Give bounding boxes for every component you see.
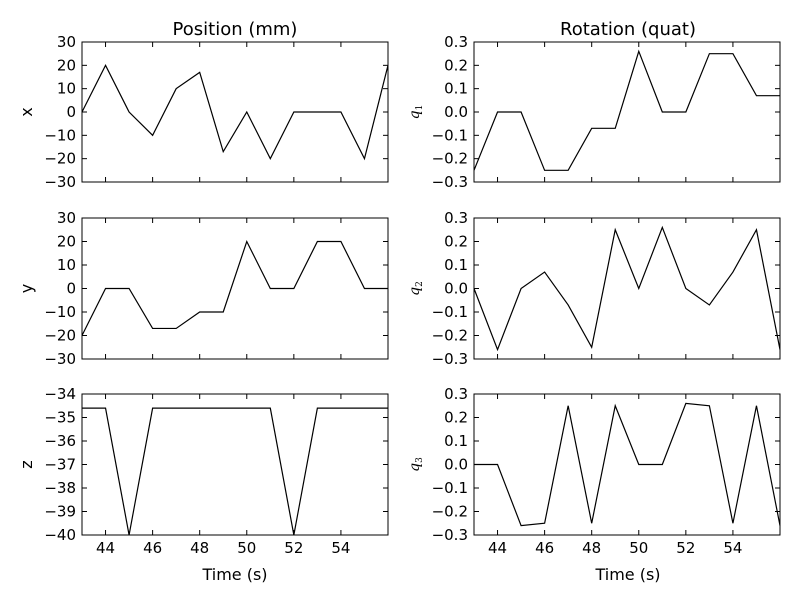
subplot-1: −0.3 −0.2 −0.1 0.0 0.1 0.2 0.3 q1 (407, 33, 781, 191)
y-tick-label: −37 (44, 456, 76, 474)
y-tick-label: 30 (57, 209, 76, 227)
y-tick-label: 0.3 (444, 209, 468, 227)
y-axis-label: y (17, 284, 36, 293)
x-tick-label: 52 (676, 539, 695, 557)
series-line (82, 407, 388, 536)
y-axis-label: x (17, 107, 36, 116)
x-tick-label: 48 (190, 539, 209, 557)
x-tick-label: 48 (582, 539, 601, 557)
series-line (473, 49, 780, 171)
series-line (474, 402, 781, 527)
subplot-3: −0.3 −0.2 −0.1 0.0 0.1 0.2 0.3 q2 (407, 209, 781, 368)
y-tick-label: 0.2 (444, 233, 468, 251)
y-tick-label: −20 (44, 150, 76, 168)
subplot-4: 44 46 48 50 52 54 −40 −39 −38 −37 −36 −35 −34 z (17, 385, 389, 557)
x-tick-label: 44 (96, 539, 115, 557)
axes-frame (473, 217, 781, 360)
y-tick-label: −0.3 (432, 350, 468, 368)
x-axis-label-left: Time (s) (201, 565, 267, 584)
y-axis-label-subscript: 1 (415, 105, 425, 111)
y-tick-label: 0.1 (444, 256, 468, 274)
y-tick-label: 0.3 (444, 385, 468, 403)
y-tick-label: 0.0 (444, 456, 468, 474)
y-tick-label: 0.0 (444, 103, 468, 121)
y-tick-label: −39 (44, 503, 76, 521)
y-tick-label: −40 (44, 526, 76, 544)
y-tick-label: −0.1 (432, 126, 468, 144)
y-tick-label: −38 (44, 479, 76, 497)
y-tick-label: −36 (44, 432, 76, 450)
subplots: −30−20−100102030x−0.3−0.2−0.10.00.10.20.… (17, 33, 781, 557)
y-tick-label: 0.2 (444, 409, 468, 427)
y-tick-label: 20 (57, 233, 76, 251)
y-tick-label: 0.3 (444, 33, 468, 51)
y-tick-label: 20 (57, 56, 76, 74)
x-tick-label: 46 (535, 539, 554, 557)
x-tick-label: 52 (284, 539, 303, 557)
y-tick-label: −10 (44, 126, 76, 144)
y-tick-label: −30 (44, 350, 76, 368)
axes-frame (473, 41, 781, 183)
y-tick-label: −10 (44, 303, 76, 321)
y-tick-label: 30 (57, 33, 76, 51)
y-tick-label: 0 (66, 103, 76, 121)
x-tick-label: 54 (331, 539, 350, 557)
y-tick-label: −30 (44, 173, 76, 191)
y-tick-label: 0.1 (444, 80, 468, 98)
y-tick-label: 0 (66, 280, 76, 298)
y-tick-label: 0.1 (444, 432, 468, 450)
y-tick-label: −0.2 (432, 327, 468, 345)
y-axis-label: q2 (407, 281, 425, 296)
y-tick-label: −0.3 (432, 526, 468, 544)
series-line (473, 225, 781, 352)
subplot-0: −30 −20 −10 0 10 20 30 x (17, 33, 389, 191)
y-tick-label: −0.2 (432, 150, 468, 168)
y-tick-label: −0.1 (432, 303, 468, 321)
column-title-position: Position (mm) (173, 19, 298, 40)
axes-frame (81, 41, 389, 183)
y-tick-label: −20 (44, 327, 76, 345)
y-axis-label: z (17, 460, 36, 468)
y-tick-label: −0.3 (432, 173, 468, 191)
x-tick-label: 50 (629, 539, 648, 557)
column-title-rotation: Rotation (quat) (560, 19, 696, 40)
y-tick-label: 0.2 (444, 56, 468, 74)
subplot-5: 44 46 48 50 52 54 −0.3 −0.2 −0.1 0.0 0.1 0.2 0.3 q3 (407, 385, 781, 557)
y-tick-label: 10 (57, 256, 76, 274)
y-tick-label: −0.1 (432, 479, 468, 497)
x-tick-label: 44 (488, 539, 507, 557)
y-axis-label: q1 (407, 105, 425, 120)
y-tick-label: −0.2 (432, 503, 468, 521)
y-axis-label-subscript: 2 (415, 281, 425, 287)
series-line (81, 63, 389, 161)
x-tick-label: 46 (143, 539, 162, 557)
axes-frame (81, 393, 389, 536)
y-tick-label: −35 (44, 409, 76, 427)
x-tick-label: 54 (723, 539, 742, 557)
y-tick-label: 0.0 (444, 280, 468, 298)
axes-frame (81, 217, 389, 360)
y-tick-label: −34 (44, 385, 76, 403)
series-line (81, 239, 388, 336)
x-tick-label: 50 (237, 539, 256, 557)
y-axis-label-subscript: 3 (415, 457, 425, 463)
y-axis-label: q3 (407, 457, 425, 472)
x-axis-label-right: Time (s) (594, 565, 660, 584)
y-tick-label: 10 (57, 80, 76, 98)
axes-frame (473, 393, 781, 536)
subplot-2: −30 −20 −10 0 10 20 30 y (17, 209, 389, 368)
